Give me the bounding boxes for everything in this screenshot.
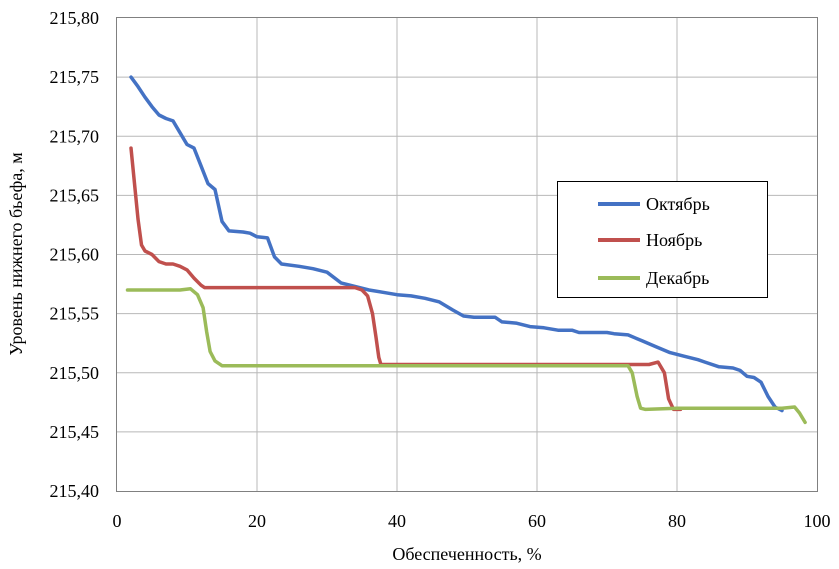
x-tick-label: 100 <box>804 511 831 531</box>
legend-label-oct: Октябрь <box>646 194 710 214</box>
y-axis-title: Уровень нижнего бьефа, м <box>6 152 26 355</box>
series-line-3 <box>125 287 807 425</box>
y-tick-label: 215,80 <box>50 8 100 28</box>
y-tick-label: 215,65 <box>50 185 100 205</box>
y-tick-label: 215,40 <box>50 481 100 501</box>
series-lines <box>125 75 807 425</box>
x-tick-label: 20 <box>248 511 266 531</box>
x-axis-title: Обеспеченность, % <box>392 544 541 564</box>
grid <box>117 18 817 491</box>
y-tick-label: 215,45 <box>50 422 100 442</box>
x-tick-label: 80 <box>668 511 686 531</box>
y-tick-label: 215,60 <box>50 245 100 265</box>
legend-box <box>557 181 768 298</box>
series-line-1 <box>129 75 784 413</box>
y-tick-label: 215,55 <box>50 304 100 324</box>
y-tick-labels: 215,40 215,45 215,50 215,55 215,60 215,65 215,… <box>50 8 100 501</box>
x-tick-label: 60 <box>528 511 546 531</box>
legend-label-dec: Декабрь <box>646 268 709 288</box>
y-tick-label: 215,70 <box>50 126 100 146</box>
x-tick-label: 0 <box>113 511 122 531</box>
y-tick-label: 215,50 <box>50 363 100 383</box>
legend: Октябрь Ноябрь Декабрь <box>557 181 768 298</box>
y-tick-label: 215,75 <box>50 67 100 87</box>
plot-area-border <box>116 17 818 492</box>
x-tick-labels: 0 20 40 60 80 100 <box>113 511 831 531</box>
x-tick-label: 40 <box>388 511 406 531</box>
legend-label-nov: Ноябрь <box>646 230 702 250</box>
